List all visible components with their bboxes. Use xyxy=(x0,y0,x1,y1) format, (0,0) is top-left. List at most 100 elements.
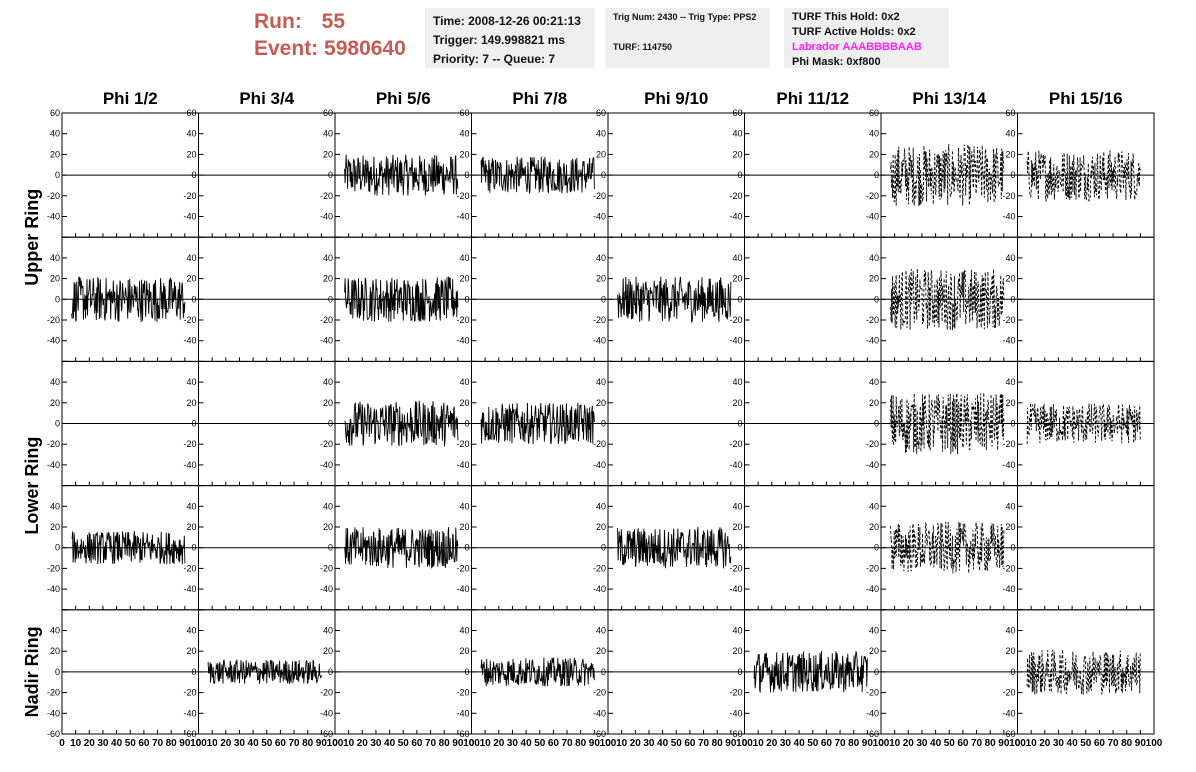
x-tick-label: 50 xyxy=(534,738,546,749)
y-tick-label: 20 xyxy=(596,398,606,408)
waveform-series xyxy=(617,276,732,324)
row-label: Nadir Ring xyxy=(22,626,42,717)
y-tick-label: -20 xyxy=(320,688,333,698)
x-tick-label: 20 xyxy=(903,738,915,749)
y-tick-label: 60 xyxy=(459,108,469,118)
y-tick-label: 20 xyxy=(323,646,333,656)
y-tick-label: -40 xyxy=(729,460,742,470)
x-tick-label: 60 xyxy=(1094,738,1106,749)
y-tick-label: -40 xyxy=(456,336,469,346)
y-tick-label: 40 xyxy=(186,253,196,263)
y-tick-label: 20 xyxy=(869,398,879,408)
y-tick-label: 20 xyxy=(50,522,60,532)
y-tick-label: 20 xyxy=(732,646,742,656)
x-tick-label: 20 xyxy=(220,738,232,749)
y-tick-label: 0 xyxy=(328,294,333,304)
run-line: Run: 55 xyxy=(254,8,406,35)
y-tick-label: 40 xyxy=(869,253,879,263)
y-tick-label: 20 xyxy=(186,522,196,532)
x-tick-label: 50 xyxy=(807,738,819,749)
y-tick-label: 20 xyxy=(869,274,879,284)
waveform-series xyxy=(344,400,459,447)
y-tick-label: -40 xyxy=(183,336,196,346)
x-tick-label: 10 xyxy=(1026,738,1038,749)
x-tick-label: 80 xyxy=(439,738,451,749)
y-tick-label: 0 xyxy=(601,294,606,304)
y-tick-label: 60 xyxy=(1005,108,1015,118)
y-tick-label: -40 xyxy=(47,584,60,594)
y-tick-label: 40 xyxy=(1005,377,1015,387)
waveform-series xyxy=(1026,150,1141,203)
y-tick-label: -40 xyxy=(1002,708,1015,718)
y-tick-label: 20 xyxy=(186,149,196,159)
y-tick-label: 20 xyxy=(50,149,60,159)
y-tick-label: 40 xyxy=(869,501,879,511)
x-tick-label: 70 xyxy=(1107,738,1119,749)
x-tick-label: 10 xyxy=(753,738,765,749)
y-tick-label: 40 xyxy=(186,377,196,387)
y-tick-label: 0 xyxy=(464,667,469,677)
y-tick-label: 20 xyxy=(732,522,742,532)
x-tick-label: 30 xyxy=(1053,738,1065,749)
y-tick-label: 40 xyxy=(596,626,606,636)
x-tick-label: 100 xyxy=(1146,738,1163,749)
x-tick-label: 10 xyxy=(889,738,901,749)
event-value: 5980640 xyxy=(324,37,406,60)
y-tick-label: 60 xyxy=(732,108,742,118)
y-tick-label: -20 xyxy=(183,439,196,449)
y-tick-label: -60 xyxy=(47,729,60,739)
x-tick-label: 90 xyxy=(452,738,464,749)
y-tick-label: -40 xyxy=(47,336,60,346)
x-tick-label: 0 xyxy=(1015,738,1021,749)
y-tick-label: 20 xyxy=(869,149,879,159)
y-tick-label: -40 xyxy=(729,212,742,222)
y-tick-label: 40 xyxy=(50,377,60,387)
y-tick-label: 0 xyxy=(328,543,333,553)
y-tick-label: 40 xyxy=(596,129,606,139)
y-tick-label: 20 xyxy=(869,646,879,656)
time-text: Time: 2008-12-26 00:21:13 xyxy=(433,14,581,28)
y-tick-label: 20 xyxy=(459,398,469,408)
x-tick-label: 70 xyxy=(971,738,983,749)
x-tick-label: 100 xyxy=(463,738,480,749)
y-tick-label: -40 xyxy=(47,460,60,470)
column-title: Phi 1/2 xyxy=(103,89,158,108)
y-tick-label: -20 xyxy=(729,315,742,325)
y-tick-label: -40 xyxy=(183,584,196,594)
y-tick-label: 20 xyxy=(186,646,196,656)
y-tick-label: 0 xyxy=(601,543,606,553)
y-tick-label: -40 xyxy=(320,584,333,594)
y-tick-label: 20 xyxy=(323,522,333,532)
y-tick-label: 40 xyxy=(186,626,196,636)
y-tick-label: 0 xyxy=(737,543,742,553)
x-tick-label: 0 xyxy=(59,738,65,749)
y-tick-label: 40 xyxy=(1005,129,1015,139)
x-tick-label: 90 xyxy=(1135,738,1147,749)
x-tick-label: 70 xyxy=(152,738,164,749)
column-title: Phi 9/10 xyxy=(644,89,708,108)
y-tick-label: -40 xyxy=(866,708,879,718)
run-value: 55 xyxy=(321,10,346,33)
column-title: Phi 11/12 xyxy=(776,89,849,108)
x-tick-label: 10 xyxy=(480,738,492,749)
y-tick-label: -40 xyxy=(729,584,742,594)
x-tick-label: 80 xyxy=(985,738,997,749)
y-tick-label: 40 xyxy=(50,253,60,263)
y-tick-label: 20 xyxy=(596,646,606,656)
x-tick-label: 60 xyxy=(275,738,287,749)
y-tick-label: -40 xyxy=(1002,212,1015,222)
y-tick-label: -40 xyxy=(183,460,196,470)
x-tick-label: 60 xyxy=(684,738,696,749)
y-tick-label: 0 xyxy=(874,170,879,180)
y-tick-label: 40 xyxy=(323,253,333,263)
x-tick-label: 100 xyxy=(873,738,890,749)
y-tick-label: 40 xyxy=(1005,626,1015,636)
y-tick-label: 0 xyxy=(737,419,742,429)
x-tick-label: 100 xyxy=(736,738,753,749)
y-tick-label: -20 xyxy=(729,563,742,573)
waveform-series xyxy=(344,527,459,569)
y-tick-label: -20 xyxy=(1002,688,1015,698)
x-tick-label: 40 xyxy=(384,738,396,749)
y-tick-label: 20 xyxy=(459,149,469,159)
waveform-series xyxy=(344,276,459,323)
